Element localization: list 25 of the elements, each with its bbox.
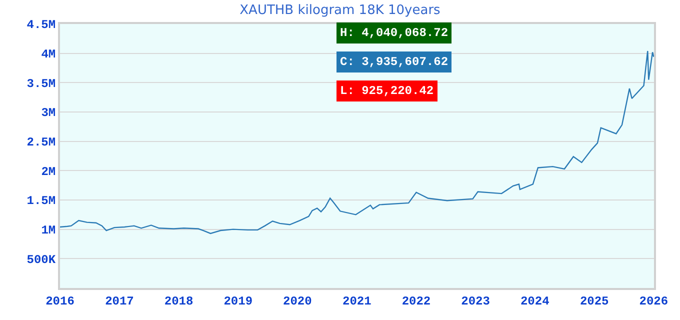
y-tick-label: 2M [41, 164, 56, 179]
chart-title: XAUTHB kilogram 18K 10years [240, 2, 441, 18]
annotation: C: 3,935,607.62 [340, 55, 448, 69]
x-tick-label: 2025 [580, 294, 609, 308]
y-tick-label: 500K [26, 252, 56, 267]
y-tick-label: 3M [41, 106, 56, 120]
x-tick-label: 2018 [164, 294, 194, 308]
x-tick-label: 2019 [224, 294, 253, 308]
y-tick-label: 4M [41, 48, 56, 62]
x-tick-label: 2023 [461, 294, 490, 308]
y-tick-label: 1M [41, 224, 56, 238]
x-tick-label: 2022 [402, 294, 431, 308]
x-tick-label: 2026 [639, 294, 668, 308]
annotation: H: 4,040,068.72 [340, 26, 448, 40]
x-tick-label: 2021 [342, 294, 372, 308]
x-tick-label: 2017 [105, 294, 134, 308]
y-tick-label: 1.5M [26, 194, 56, 208]
x-tick-label: 2020 [283, 294, 312, 308]
annotation: L: 925,220.42 [340, 84, 434, 98]
y-tick-label: 4.5M [26, 18, 56, 32]
y-tick-label: 3.5M [26, 76, 56, 91]
x-tick-label: 2024 [520, 294, 550, 308]
line-series [60, 50, 654, 234]
y-tick-label: 2.5M [26, 136, 56, 150]
x-tick-label: 2016 [46, 294, 74, 308]
